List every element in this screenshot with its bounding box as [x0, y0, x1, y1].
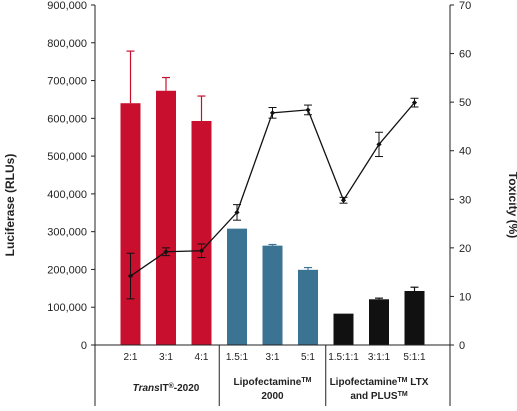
bar	[191, 120, 212, 345]
toxicity-line-layer	[126, 97, 419, 300]
group-label: LipofectamineTM	[234, 377, 312, 389]
axes-layer	[91, 4, 454, 406]
y-left-tick-label: 700,000	[47, 76, 87, 88]
y-left-tick-label: 400,000	[47, 189, 87, 201]
bar	[262, 245, 283, 345]
y-left-tick-label: 200,000	[47, 264, 87, 276]
y-right-tick-label: 30	[459, 194, 471, 206]
y-left-tick-label: 600,000	[47, 113, 87, 125]
toxicity-point	[163, 249, 169, 255]
y-left-tick-label: 300,000	[47, 227, 87, 239]
y-left-tick-label: 500,000	[47, 151, 87, 163]
y-right-tick-label: 0	[459, 340, 465, 352]
x-category-label: 4:1	[195, 352, 209, 363]
y-left-tick-label: 0	[81, 340, 87, 352]
toxicity-point	[198, 248, 205, 254]
bar	[369, 299, 389, 345]
x-category-label: 2:1	[124, 352, 138, 363]
y-axis-left-title: Luciferase (RLUs)	[3, 154, 17, 257]
x-category-label: 5:1	[301, 352, 315, 363]
y-left-tick-label: 900,000	[47, 0, 87, 12]
y-right-tick-label: 50	[459, 97, 471, 109]
y-axis-right-title: Toxicity (%)	[506, 172, 517, 238]
group-label-part: -2020	[174, 383, 200, 394]
toxicity-point	[269, 110, 276, 116]
x-category-label: 1.5:1:1	[328, 352, 359, 363]
bar	[404, 290, 425, 345]
toxicity-point	[376, 141, 382, 147]
bars-layer	[120, 50, 425, 345]
labels-layer: 0 100,000 200,000 300,000 400,000 500,000 600,…	[47, 0, 471, 402]
group-label: TransIT®-2020	[133, 382, 200, 395]
x-category-label: 3:1	[159, 352, 173, 363]
bar	[333, 313, 354, 345]
y-right-tick-label: 10	[459, 291, 471, 303]
bar	[298, 269, 318, 345]
y-right-tick-label: 40	[459, 146, 471, 158]
x-category-label: 3:1:1	[368, 352, 391, 363]
bar	[227, 228, 247, 345]
group-label-part: Lipofectamine	[330, 377, 398, 388]
x-category-label: 3:1	[266, 352, 280, 363]
x-category-label: 1.5:1	[226, 352, 249, 363]
bar	[156, 90, 176, 345]
y-left-tick-label: 800,000	[47, 38, 87, 50]
x-category-label: 5:1:1	[403, 352, 426, 363]
group-label-part: Lipofectamine	[234, 377, 302, 388]
group-label: LipofectamineTM LTX	[330, 377, 429, 389]
toxicity-point	[234, 209, 240, 215]
group-label-part: IT	[160, 383, 169, 394]
toxicity-point	[305, 107, 311, 113]
group-label-part: TM	[398, 391, 408, 398]
toxicity-point	[127, 273, 134, 279]
group-label-line2: and PLUSTM	[350, 391, 408, 403]
bar	[120, 103, 141, 345]
y-right-tick-label: 70	[459, 0, 471, 12]
group-label-part: and PLUS	[350, 391, 398, 402]
y-left-tick-label: 100,000	[47, 302, 87, 314]
group-label-part: ®	[169, 382, 175, 390]
group-label-part: TM	[301, 377, 311, 384]
toxicity-point	[411, 100, 418, 106]
group-label-part: LTX	[407, 377, 428, 388]
group-label-part: Trans	[133, 383, 160, 394]
group-label-line2: 2000	[261, 391, 284, 402]
toxicity-point	[340, 197, 347, 203]
y-right-tick-label: 20	[459, 243, 471, 255]
y-right-tick-label: 60	[459, 49, 471, 61]
group-label-part: TM	[397, 377, 407, 384]
